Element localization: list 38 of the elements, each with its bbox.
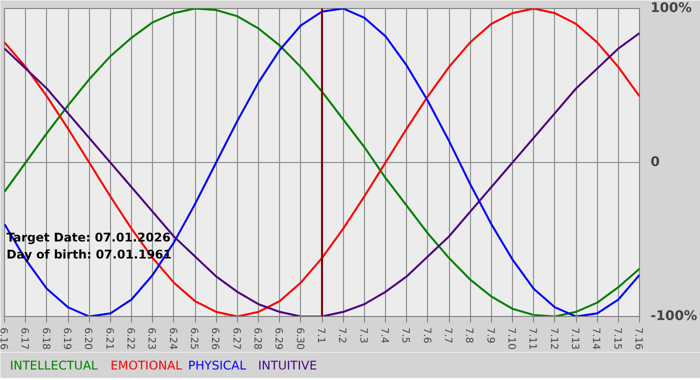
y-tick-label: 0 [650, 155, 660, 170]
x-tick-label: 6.27 [230, 328, 242, 350]
x-tick-label: 6.18 [40, 328, 51, 350]
x-tick-label: 7.15 [611, 328, 622, 350]
y-tick-label: -100% [650, 309, 698, 324]
x-tick-label: 6.28 [252, 328, 262, 350]
x-tick-label: 7.16 [632, 328, 644, 350]
x-tick-label: 7.11 [526, 328, 538, 350]
x-tick-label: 6.24 [166, 328, 178, 350]
x-tick-label: 6.22 [124, 328, 136, 350]
x-tick-label: 6.16 [0, 328, 8, 350]
x-tick-label: 7.14 [590, 328, 602, 350]
x-tick-label: 7.3 [357, 328, 368, 344]
text: EMOTIONAL [110, 358, 182, 372]
x-tick-label: 7.2 [336, 328, 348, 344]
x-tick-label: 6.20 [82, 328, 94, 350]
text: INTELLECTUAL [10, 358, 98, 372]
x-tick-label: 7.12 [548, 328, 559, 350]
x-tick-label: 7.6 [420, 328, 432, 344]
x-tick-label: 6.23 [146, 328, 157, 350]
x-tick-label: 7.9 [484, 328, 496, 344]
x-tick-label: 7.7 [442, 328, 453, 344]
x-tick-label: 7.1 [315, 328, 326, 344]
x-tick-label: 6.26 [209, 328, 220, 350]
x-tick-label: 6.19 [61, 328, 72, 350]
x-tick-label: 7.4 [378, 328, 390, 344]
y-tick-label: 100% [650, 1, 692, 16]
x-tick-label: 6.21 [103, 328, 114, 350]
x-tick-label: 6.29 [272, 328, 284, 350]
text: PHYSICAL [188, 358, 246, 372]
x-tick-label: 7.5 [400, 328, 411, 344]
x-tick-label: 6.25 [188, 328, 199, 350]
x-tick-label: 7.13 [569, 328, 580, 350]
x-tick-label: 7.8 [463, 328, 474, 344]
x-tick-label: 6.17 [18, 328, 30, 350]
x-tick-label: 6.30 [294, 328, 305, 350]
text: INTUITIVE [258, 358, 317, 372]
x-tick-label: 7.10 [506, 328, 516, 350]
